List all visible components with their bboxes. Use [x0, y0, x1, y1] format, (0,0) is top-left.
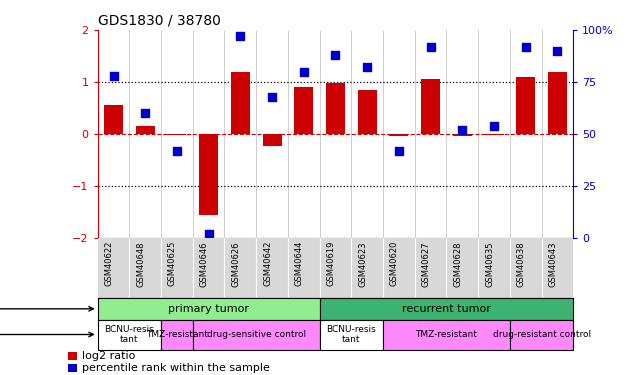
Point	[172, 148, 182, 154]
Bar	[294, 87, 313, 134]
FancyBboxPatch shape	[383, 320, 510, 350]
Point	[267, 94, 277, 100]
Text: GSM40625: GSM40625	[168, 241, 177, 286]
Text: GDS1830 / 38780: GDS1830 / 38780	[98, 13, 220, 27]
Bar	[263, 134, 282, 146]
Point	[140, 110, 151, 116]
Text: BCNU-resis
tant: BCNU-resis tant	[326, 325, 376, 344]
Point	[203, 231, 214, 237]
FancyBboxPatch shape	[510, 320, 573, 350]
Text: GSM40626: GSM40626	[231, 241, 241, 286]
Text: GSM40620: GSM40620	[390, 241, 399, 286]
Point	[426, 44, 436, 50]
Text: GSM40638: GSM40638	[517, 241, 526, 287]
Text: GSM40643: GSM40643	[549, 241, 558, 286]
Bar	[168, 134, 186, 135]
Point	[331, 52, 341, 58]
Text: GSM40627: GSM40627	[421, 241, 431, 286]
Text: TMZ-resistant: TMZ-resistant	[146, 330, 208, 339]
Point	[521, 44, 531, 50]
Text: primary tumor: primary tumor	[168, 304, 249, 314]
Text: GSM40623: GSM40623	[358, 241, 367, 286]
Text: GSM40628: GSM40628	[454, 241, 462, 286]
Bar	[199, 134, 218, 215]
FancyBboxPatch shape	[319, 298, 573, 320]
Point	[362, 64, 372, 70]
Point	[457, 127, 467, 133]
Text: GSM40644: GSM40644	[295, 241, 304, 286]
Point	[108, 73, 118, 79]
Point	[394, 148, 404, 154]
Text: GSM40646: GSM40646	[200, 241, 209, 286]
FancyBboxPatch shape	[98, 320, 161, 350]
Bar	[548, 72, 567, 134]
FancyBboxPatch shape	[98, 298, 319, 320]
Text: BCNU-resis
tant: BCNU-resis tant	[105, 325, 154, 344]
Text: log2 ratio: log2 ratio	[82, 351, 135, 361]
Text: GSM40642: GSM40642	[263, 241, 272, 286]
Point	[236, 33, 246, 39]
FancyBboxPatch shape	[319, 320, 383, 350]
Bar	[68, 352, 77, 360]
Bar	[484, 134, 503, 135]
Text: percentile rank within the sample: percentile rank within the sample	[82, 363, 270, 373]
Text: recurrent tumor: recurrent tumor	[402, 304, 491, 314]
Text: disease state: disease state	[0, 304, 93, 314]
Text: GSM40635: GSM40635	[485, 241, 494, 286]
Text: GSM40648: GSM40648	[136, 241, 145, 286]
FancyBboxPatch shape	[161, 320, 193, 350]
Bar	[516, 77, 535, 134]
Point	[489, 123, 499, 129]
FancyBboxPatch shape	[193, 320, 319, 350]
Text: GSM40619: GSM40619	[326, 241, 336, 286]
Bar	[389, 134, 408, 136]
Bar	[421, 80, 440, 134]
Bar	[453, 134, 472, 136]
Bar	[135, 126, 155, 134]
Point	[553, 48, 563, 54]
Bar	[231, 72, 250, 134]
Bar	[104, 105, 123, 134]
Bar	[326, 83, 345, 134]
Text: TMZ-resistant: TMZ-resistant	[416, 330, 478, 339]
Text: drug-sensitive control: drug-sensitive control	[207, 330, 306, 339]
Bar	[68, 364, 77, 372]
Text: cell line: cell line	[0, 330, 93, 339]
Text: drug-resistant control: drug-resistant control	[493, 330, 591, 339]
Point	[299, 69, 309, 75]
Bar	[358, 90, 377, 134]
Text: GSM40622: GSM40622	[105, 241, 113, 286]
